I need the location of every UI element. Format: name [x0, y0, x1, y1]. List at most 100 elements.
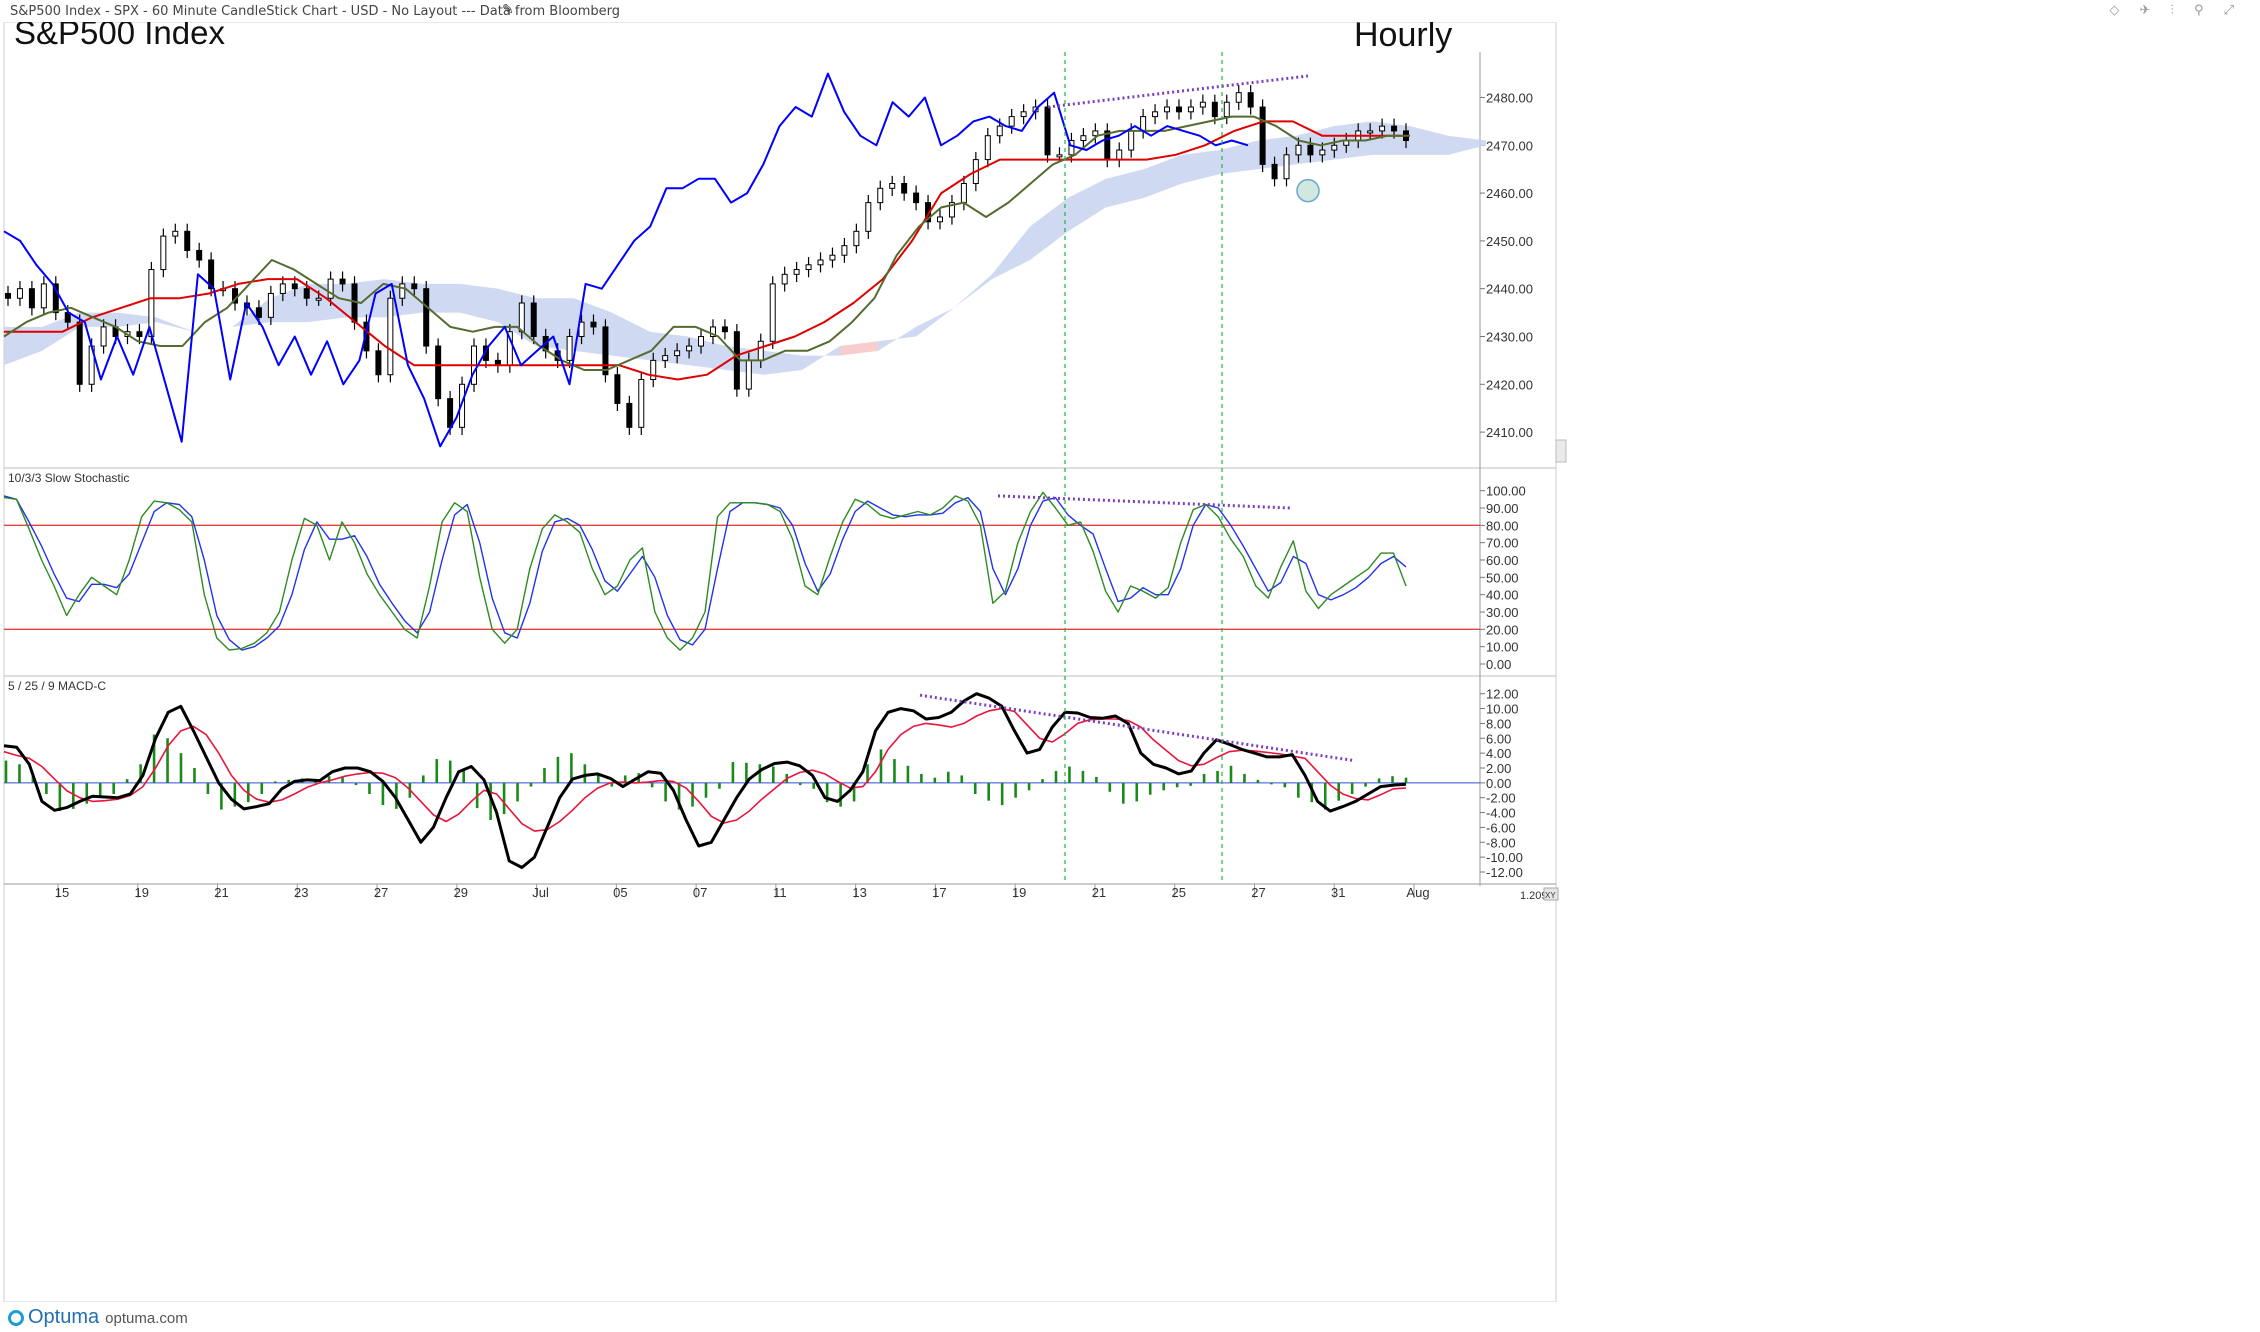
scale-toggle-button — [1543, 887, 1559, 901]
candle-down — [1307, 144, 1314, 156]
candle-up — [674, 350, 681, 357]
candle-down — [411, 283, 418, 290]
candle-up — [1367, 130, 1374, 134]
date-label: Aug — [1406, 885, 1429, 900]
cloud-bullish-segment — [1448, 135, 1486, 155]
cloud-bullish-segment — [612, 312, 650, 361]
date-label: 21 — [214, 885, 228, 900]
candle-down — [196, 249, 203, 261]
chart-frame — [3, 22, 1557, 1302]
candle-down — [291, 283, 298, 290]
candle-up — [566, 335, 573, 361]
candle-down — [5, 292, 11, 299]
candle-up — [889, 183, 896, 189]
price-panel-title: S&P500 Index — [14, 22, 225, 51]
brand-url[interactable]: optuma.com — [105, 1310, 188, 1327]
date-label: 31 — [1331, 885, 1345, 900]
candle-down — [423, 288, 430, 347]
candle-up — [1020, 111, 1027, 118]
edit-pencil-icon[interactable]: ✎ — [502, 2, 514, 18]
candle-down — [733, 331, 740, 390]
candle-down — [303, 288, 310, 299]
cloud-bullish-segment — [1106, 169, 1144, 208]
candle-up — [327, 278, 334, 299]
candle-down — [435, 345, 442, 400]
cloud-bullish-segment — [916, 307, 954, 337]
candle-up — [1128, 130, 1135, 151]
candle-up — [745, 359, 752, 390]
date-label: 13 — [852, 885, 866, 900]
window-tools-icon[interactable]: ◇ ✈ ⫶ ⚲ ⤢ — [2109, 3, 2242, 18]
candle-up — [1164, 106, 1171, 113]
cloud-bullish-segment — [1068, 178, 1106, 232]
candle-down — [1211, 101, 1218, 118]
candle-up — [877, 187, 884, 204]
candle-up — [638, 379, 645, 428]
candle-up — [1223, 101, 1230, 118]
candle-down — [721, 326, 728, 333]
candle-up — [1056, 154, 1063, 158]
date-label: 05 — [613, 885, 627, 900]
optuma-logo[interactable]: Optuma optuma.com — [8, 1306, 188, 1329]
macd-line — [3, 692, 1407, 869]
cloud-bullish-segment — [650, 331, 688, 366]
candle-down — [76, 321, 83, 385]
candle-up — [817, 259, 824, 266]
candle-up — [399, 283, 406, 299]
stoch-k-line — [3, 491, 1407, 651]
candle-up — [172, 230, 179, 237]
date-label: 11 — [773, 885, 787, 900]
macd-tick-label: 0.00 — [1486, 776, 1511, 791]
date-label: Jul — [532, 885, 549, 900]
candle-down — [28, 288, 35, 309]
cloud-bearish-segment — [840, 341, 878, 356]
candle-down — [901, 183, 908, 194]
cloud-bullish-segment — [156, 317, 194, 332]
stoch-tick-label: 30.00 — [1486, 605, 1519, 620]
cloud-bullish-segment — [118, 312, 156, 327]
stoch-d-line — [3, 495, 1407, 651]
macd-tick-label: 8.00 — [1486, 716, 1511, 731]
candle-up — [1319, 149, 1326, 156]
chart-area[interactable]: 2480.00 2470.00 2460.00 2450.00 2440.00 2430.… — [0, 22, 2260, 1302]
candle-up — [805, 264, 812, 271]
candle-up — [960, 183, 967, 204]
candle-up — [686, 345, 693, 352]
stoch-tick-label: 100.00 — [1486, 484, 1526, 499]
date-label: 21 — [1092, 885, 1106, 900]
macd-trendline — [919, 693, 1355, 763]
cloud-bullish-segment — [1030, 197, 1068, 260]
date-label: 23 — [294, 885, 308, 900]
price-tick-label: 2480.00 — [1486, 90, 1533, 105]
macd-tick-label: 2.00 — [1486, 761, 1511, 776]
scale-readout: 1.209 — [1520, 890, 1548, 902]
date-label: 15 — [55, 885, 69, 900]
macd-tick-label: 4.00 — [1486, 746, 1511, 761]
candle-down — [375, 350, 382, 376]
candle-down — [255, 307, 262, 318]
candle-up — [984, 135, 991, 161]
candle-up — [1295, 144, 1302, 156]
candle-down — [351, 283, 358, 323]
candle-down — [614, 374, 621, 404]
candle-down — [1104, 130, 1111, 161]
cloud-bullish-segment — [802, 346, 840, 370]
candle-down — [52, 283, 59, 314]
price-trendline — [1047, 74, 1309, 109]
candle-up — [1092, 130, 1099, 137]
candle-up — [267, 292, 274, 318]
candle-down — [447, 398, 454, 428]
cloud-bullish-segment — [232, 298, 270, 327]
candle-up — [387, 297, 394, 376]
candle-up — [757, 340, 764, 361]
cloud-bullish-segment — [992, 226, 1030, 280]
candle-up — [279, 283, 286, 294]
cloud-bullish-segment — [878, 326, 916, 351]
title-bar: S&P500 Index - SPX - 60 Minute CandleSti… — [0, 0, 2260, 22]
candle-up — [1283, 154, 1290, 180]
price-tick-label: 2420.00 — [1486, 377, 1533, 392]
price-tick-label: 2440.00 — [1486, 282, 1533, 297]
footer-bar: Optuma optuma.com — [0, 1302, 2260, 1332]
cloud-bullish-segment — [688, 336, 726, 370]
macd-tick-label: -12.00 — [1486, 865, 1523, 880]
